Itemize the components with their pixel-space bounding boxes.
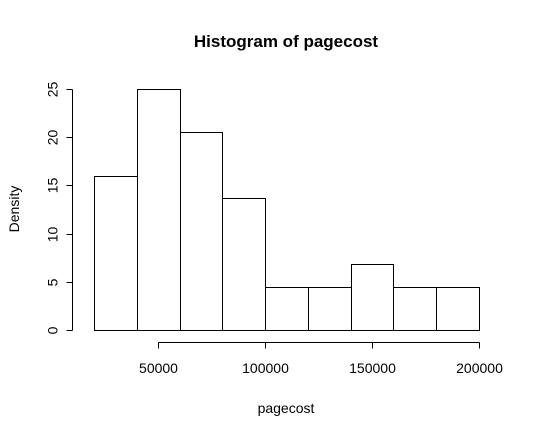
histogram-bar <box>137 89 181 331</box>
y-tick-label: 15 <box>45 178 61 194</box>
histogram-bar <box>94 176 138 331</box>
x-axis: 50000 100000 150000 200000 <box>139 342 503 376</box>
x-tick-label: 100000 <box>242 360 289 376</box>
chart-title: Histogram of pagecost <box>194 32 379 51</box>
histogram-bar <box>180 132 223 331</box>
y-tick-label: 10 <box>45 227 61 243</box>
x-tick-label: 50000 <box>139 360 178 376</box>
histogram-bar <box>436 287 480 331</box>
bars-group <box>94 89 480 331</box>
histogram-bar <box>351 264 394 331</box>
histogram-bar <box>393 287 437 331</box>
y-tick-label: 0 <box>45 326 61 334</box>
histogram-bar <box>265 287 309 331</box>
x-axis-label: pagecost <box>258 400 315 416</box>
x-tick-label: 150000 <box>349 360 396 376</box>
x-tick-label: 200000 <box>456 360 503 376</box>
histogram-bar <box>308 287 352 331</box>
y-tick-label: 25 <box>45 82 61 98</box>
histogram-bar <box>222 198 266 331</box>
y-tick-label: 5 <box>45 278 61 286</box>
y-axis-label: Density <box>6 186 22 233</box>
y-tick-label: 20 <box>45 130 61 146</box>
y-axis: 0 5 10 15 20 25 <box>45 82 73 334</box>
